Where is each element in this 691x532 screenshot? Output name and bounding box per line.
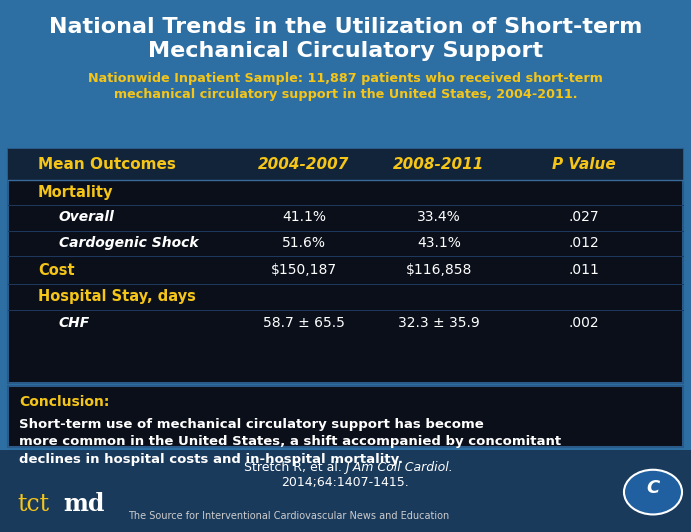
Text: J Am Coll Cardiol.: J Am Coll Cardiol. [346, 461, 453, 473]
Circle shape [624, 470, 682, 514]
Text: Cost: Cost [38, 263, 75, 278]
Text: C: C [646, 479, 660, 497]
Bar [0, 0, 691, 149]
Bar [8, 386, 683, 447]
Text: 51.6%: 51.6% [282, 236, 326, 250]
Bar [8, 149, 683, 383]
Text: md: md [64, 492, 105, 517]
Text: .011: .011 [569, 263, 599, 277]
Text: tct: tct [17, 493, 49, 516]
Text: 58.7 ± 65.5: 58.7 ± 65.5 [263, 316, 345, 330]
Text: Overall: Overall [59, 210, 115, 224]
Text: 2008-2011: 2008-2011 [393, 157, 484, 172]
Text: 33.4%: 33.4% [417, 210, 461, 224]
Text: 2004-2007: 2004-2007 [258, 157, 350, 172]
Text: 32.3 ± 35.9: 32.3 ± 35.9 [398, 316, 480, 330]
Text: Mortality: Mortality [38, 185, 113, 200]
Bar [8, 149, 683, 180]
Text: The Source for Interventional Cardiovascular News and Education: The Source for Interventional Cardiovasc… [128, 511, 449, 521]
Text: National Trends in the Utilization of Short-term: National Trends in the Utilization of Sh… [49, 16, 642, 37]
Text: 41.1%: 41.1% [282, 210, 326, 224]
Text: Conclusion:: Conclusion: [19, 395, 110, 409]
Text: 2014;64:1407-1415.: 2014;64:1407-1415. [282, 476, 409, 489]
Text: P Value: P Value [552, 157, 616, 172]
Text: Short-term use of mechanical circulatory support has become
more common in the U: Short-term use of mechanical circulatory… [19, 418, 562, 466]
Text: Hospital Stay, days: Hospital Stay, days [38, 289, 196, 304]
Text: $150,187: $150,187 [271, 263, 337, 277]
Text: Stretch R, et al.: Stretch R, et al. [244, 461, 346, 473]
Text: 43.1%: 43.1% [417, 236, 461, 250]
Text: .012: .012 [569, 236, 599, 250]
Text: Mean Outcomes: Mean Outcomes [38, 157, 176, 172]
Bar [0, 450, 691, 532]
Text: .002: .002 [569, 316, 599, 330]
Text: CHF: CHF [59, 316, 90, 330]
Text: Cardogenic Shock: Cardogenic Shock [59, 236, 198, 250]
Text: mechanical circulatory support in the United States, 2004-2011.: mechanical circulatory support in the Un… [114, 88, 577, 101]
Text: $116,858: $116,858 [406, 263, 472, 277]
Text: Nationwide Inpatient Sample: 11,887 patients who received short-term: Nationwide Inpatient Sample: 11,887 pati… [88, 72, 603, 85]
Text: Mechanical Circulatory Support: Mechanical Circulatory Support [148, 40, 543, 61]
Text: .027: .027 [569, 210, 599, 224]
